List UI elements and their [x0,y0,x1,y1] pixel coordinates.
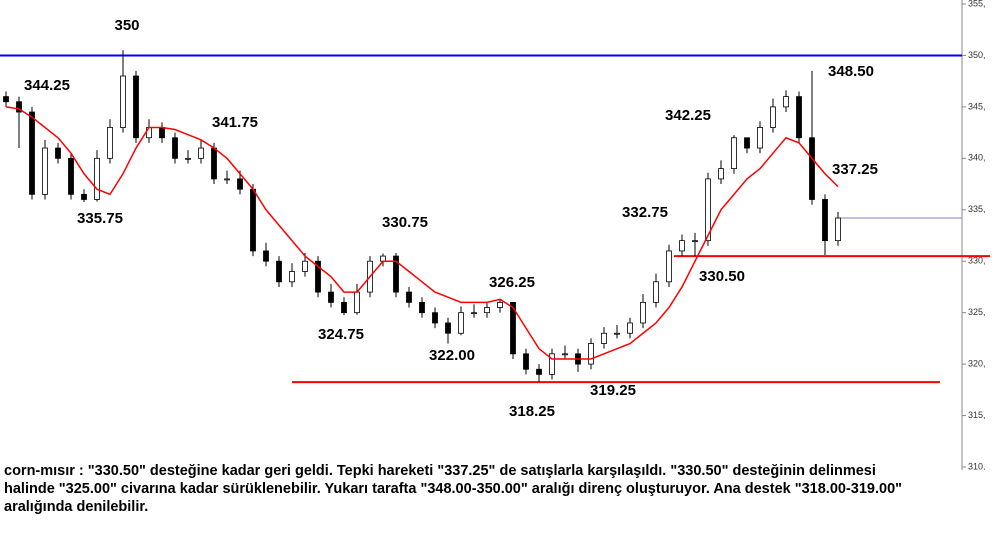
price-annotation: 330.75 [382,214,428,231]
candle-body [549,353,555,375]
candle-body [263,250,269,262]
candle-body [536,368,542,375]
candle-body [718,168,724,180]
price-annotation: 337.25 [832,161,878,178]
candle-body [432,312,438,324]
candle-body [289,271,295,283]
candle-body [770,106,776,128]
candle-body [354,291,360,314]
candle-body [419,301,425,314]
candle-body [562,353,568,356]
candle-body [120,75,126,128]
candle-body [172,137,178,159]
candle-body [510,301,516,355]
candle-body [237,178,243,190]
candle-body [614,332,620,335]
candle-body [250,188,256,252]
y-tick-label: 345, [968,101,986,111]
candle-body [55,147,61,159]
y-tick-label: 340, [968,153,986,163]
candle-body [666,250,672,283]
candle-body [445,322,451,334]
candle-body [484,307,490,314]
price-annotation: 335.75 [77,210,123,227]
candle-body [159,127,165,139]
candle-body [822,199,828,242]
y-tick-label: 315, [968,410,986,420]
price-annotation: 326.25 [489,274,535,291]
candle-body [211,147,217,180]
y-tick-label: 330, [968,256,986,266]
candle-body [328,291,334,303]
moving-average [5,106,839,360]
candle-body [458,312,464,334]
price-annotation: 318.25 [509,403,555,420]
candle-body [497,301,503,308]
candle-body [224,178,230,181]
candle-body [692,240,698,243]
candle-body [16,101,22,113]
candle-body [705,178,711,242]
candle-body [757,127,763,149]
price-annotation: 319.25 [590,382,636,399]
price-annotation: 341.75 [212,114,258,131]
price-annotation: 344.25 [24,77,70,94]
caption: corn-mısır : "330.50" desteğine kadar ge… [4,462,994,516]
candle-body [471,312,477,315]
candle-body [601,332,607,344]
caption-line: halinde "325.00" civarına kadar sürüklen… [4,481,903,497]
y-tick-label: 355, [968,0,986,8]
price-annotation: 350 [114,17,139,34]
candle-body [302,260,308,272]
candle-body [809,137,815,200]
candle-body [731,137,737,170]
candle-body [588,343,594,365]
candle-body [341,301,347,314]
candle-body [29,111,35,195]
y-tick-label: 335, [968,204,986,214]
candle-body [107,127,113,159]
candle-body [68,157,74,195]
price-annotation: 322.00 [429,347,475,364]
candle-body [783,96,789,108]
candle-body [198,147,204,159]
caption-line: aralığında denilebilir. [4,499,149,515]
candle-body [744,137,750,149]
y-tick-label: 350, [968,50,986,60]
y-tick-label: 310, [968,461,986,470]
candle-body [653,281,659,303]
candle-body [627,322,633,334]
price-annotation: 342.25 [665,107,711,124]
candle-body [42,147,48,195]
price-annotation: 330.50 [699,268,745,285]
candle-body [640,301,646,324]
candle-body [679,240,685,252]
candle-body [315,260,321,293]
candle-body [835,217,841,242]
candle-body [276,260,282,283]
candle-body [81,193,87,200]
candle-body [406,291,412,303]
candle-body [523,353,529,370]
caption-line: corn-mısır : "330.50" desteğine kadar ge… [4,463,876,479]
candle-body [393,255,399,293]
price-annotation: 324.75 [318,326,364,343]
candle-body [796,96,802,139]
y-tick-label: 320, [968,358,986,368]
price-annotation: 332.75 [622,204,668,221]
candle-body [3,96,9,103]
candle-body [133,75,139,139]
y-tick-label: 325, [968,307,986,317]
candle-body [94,157,100,200]
chart: 310, 315, 320, 325, 330, 335, 340, 345, 350, 355,… [0,0,990,471]
price-annotation: 348.50 [828,63,874,80]
candle-body [185,157,191,160]
candle-body [380,255,386,262]
